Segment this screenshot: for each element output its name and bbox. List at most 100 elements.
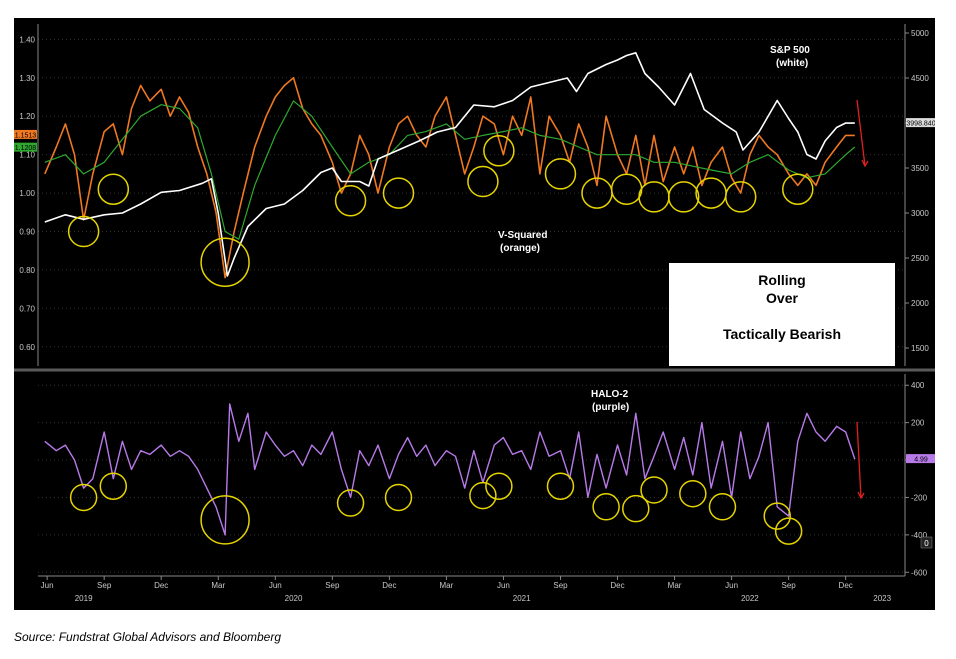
month-tick-label: Sep <box>553 581 568 590</box>
vsquared-line <box>44 77 855 279</box>
halo-tick-label: 200 <box>911 419 925 428</box>
vsq-ma-last-value: 1.1208 <box>15 145 37 152</box>
month-tick-label: Mar <box>440 581 454 590</box>
top-highlight-circle <box>544 158 577 190</box>
top-highlight-circle <box>638 181 670 213</box>
left-tick-label: 1.00 <box>19 189 35 198</box>
month-tick-label: Mar <box>668 581 682 590</box>
bottom-highlight-circle <box>485 472 513 500</box>
halo-tick-label: 400 <box>911 381 925 390</box>
right-tick-label: 3500 <box>911 164 929 173</box>
bottom-highlight-circle <box>622 494 650 523</box>
left-tick-label: 0.90 <box>19 228 35 237</box>
month-tick-label: Mar <box>211 581 225 590</box>
right-tick-label: 2500 <box>911 254 929 263</box>
top-highlight-circle <box>610 173 643 205</box>
series-layer <box>44 52 856 536</box>
top-highlight-circle <box>695 177 727 209</box>
bottom-highlight-circle <box>99 472 128 500</box>
sp500-color-note: (white) <box>776 58 808 69</box>
year-tick-label: 2023 <box>873 594 891 603</box>
vsquared-last-value-bg <box>14 129 37 139</box>
vsq-moving-average-line <box>44 100 856 240</box>
halo-tick-label: -400 <box>911 531 928 540</box>
halo2-last-value: 4.99 <box>914 457 928 464</box>
top-red-arrow-shaft <box>856 99 866 167</box>
halo-tick-label: -200 <box>911 493 928 502</box>
year-tick-label: 2019 <box>75 594 93 603</box>
year-tick-label: 2022 <box>741 594 759 603</box>
halo2-annotation: HALO-2 <box>591 389 629 400</box>
bottom-highlight-circle <box>469 481 497 510</box>
bottom-highlight-circle <box>679 479 707 508</box>
bottom-red-arrow-head <box>857 491 865 500</box>
bottom-highlight-circle <box>774 517 803 545</box>
sp500-last-value: 3998.840 <box>906 121 935 128</box>
right-tick-label: 5000 <box>911 29 929 38</box>
grid-layer <box>14 38 935 573</box>
left-tick-label: 1.10 <box>19 151 35 160</box>
bottom-highlight-circle <box>336 489 365 517</box>
month-tick-label: Jun <box>725 581 738 590</box>
bottom-highlight-circle <box>708 493 737 521</box>
halo2-color-note: (purple) <box>592 402 629 413</box>
vsquared-last-value: 1.1513 <box>15 132 37 139</box>
bottom-highlight-circle <box>69 483 98 512</box>
source-note: Source: Fundstrat Global Advisors and Bl… <box>14 630 282 644</box>
right-tick-label: 2000 <box>911 299 929 308</box>
circle-layer <box>67 135 814 545</box>
top-highlight-circle <box>382 177 415 209</box>
top-highlight-circle <box>97 173 130 205</box>
month-tick-label: Sep <box>97 581 112 590</box>
top-highlight-circle <box>200 237 250 287</box>
top-highlight-circle <box>67 215 100 248</box>
halo2-last-value-bg <box>906 454 935 464</box>
bottom-highlight-circle <box>763 502 791 530</box>
label-layer: S&P 500 (white) V-Squared (orange) HALO-2 (pu… <box>14 45 935 549</box>
year-tick-label: 2021 <box>513 594 531 603</box>
top-highlight-circle <box>782 173 814 205</box>
left-tick-label: 0.60 <box>19 343 35 352</box>
vsquared-annotation: V-Squared <box>498 230 547 241</box>
month-tick-label: Sep <box>782 581 797 590</box>
month-tick-label: Jun <box>41 581 54 590</box>
sp500-line <box>44 52 855 277</box>
month-tick-label: Dec <box>382 581 396 590</box>
halo2-line <box>44 403 856 536</box>
callout-line-over: Over <box>766 290 798 306</box>
tactical-callout-box: Rolling Over Tactically Bearish <box>669 263 895 366</box>
top-highlight-circle <box>467 165 499 198</box>
bottom-highlight-circle <box>384 483 413 512</box>
month-tick-label: Dec <box>610 581 624 590</box>
bottom-highlight-circle <box>200 495 250 545</box>
year-tick-label: 2020 <box>285 594 303 603</box>
month-tick-label: Jun <box>269 581 282 590</box>
left-tick-label: 1.20 <box>19 112 35 121</box>
bottom-highlight-circle <box>546 472 575 500</box>
month-tick-label: Dec <box>154 581 168 590</box>
right-tick-label: 1500 <box>911 344 929 353</box>
top-red-arrow-head <box>861 159 869 168</box>
halo-tick-label: -600 <box>911 568 928 577</box>
left-tick-label: 1.40 <box>19 35 35 44</box>
sp500-last-value-bg <box>906 118 935 128</box>
top-highlight-circle <box>334 185 367 217</box>
zero-marker-label: 0 <box>924 539 929 548</box>
right-tick-label: 3000 <box>911 209 929 218</box>
bottom-highlight-circle <box>640 476 668 504</box>
top-highlight-circle <box>724 181 757 213</box>
chart-svg: 1.40 1.30 1.20 1.10 1.00 0.90 0.80 0.70 0.60 5000… <box>14 24 935 603</box>
left-tick-label: 1.30 <box>19 74 35 83</box>
right-tick-label: 4500 <box>911 74 929 83</box>
top-highlight-circle <box>483 135 515 167</box>
sp500-annotation: S&P 500 <box>770 45 810 56</box>
vsq-ma-last-value-bg <box>14 142 37 152</box>
bottom-red-arrow-shaft <box>856 421 862 499</box>
zero-marker-bg <box>920 536 933 549</box>
callout-line-rolling: Rolling <box>758 272 806 288</box>
month-tick-label: Sep <box>325 581 340 590</box>
left-tick-label: 0.80 <box>19 266 35 275</box>
month-tick-label: Dec <box>839 581 853 590</box>
top-highlight-circle <box>667 181 700 213</box>
month-tick-label: Jun <box>497 581 510 590</box>
